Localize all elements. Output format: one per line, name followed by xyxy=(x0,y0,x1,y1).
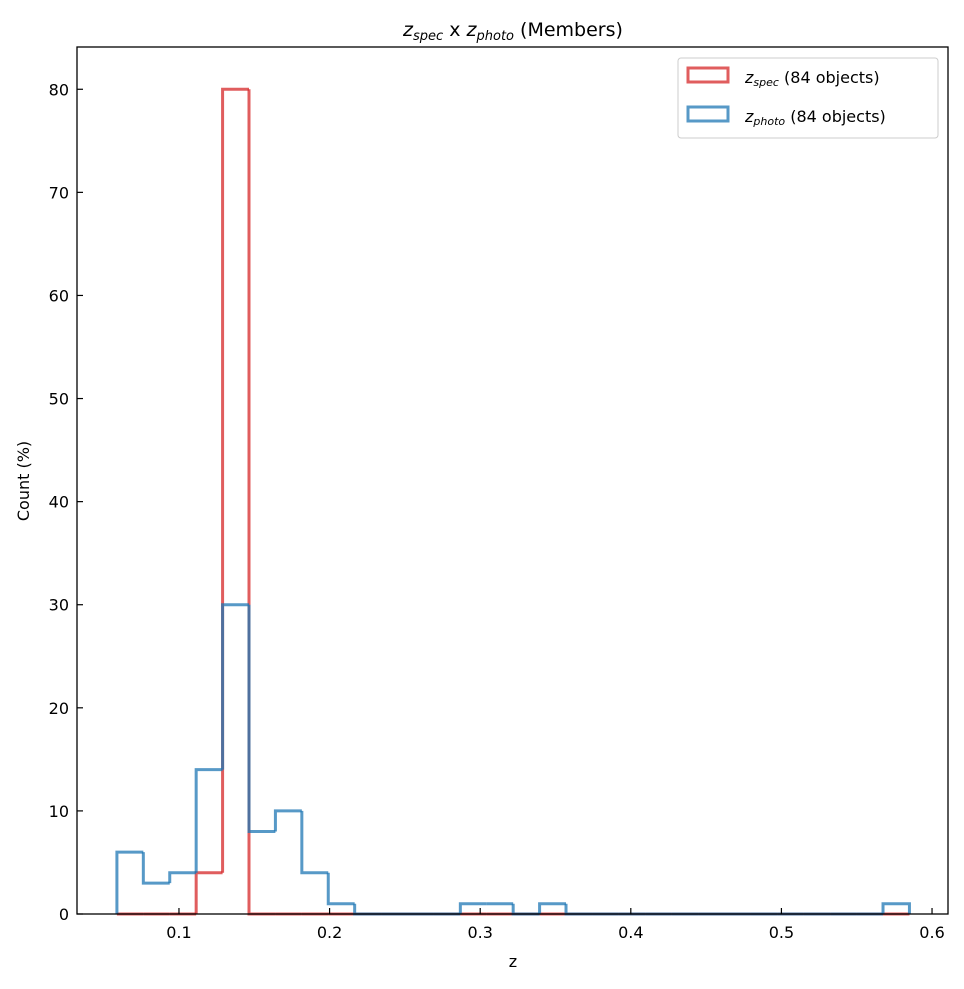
histogram-bin xyxy=(221,603,250,770)
histogram-bin xyxy=(881,902,911,914)
y-tick-label: 80 xyxy=(49,80,69,99)
histogram-bin xyxy=(247,604,276,834)
histogram-bin xyxy=(538,902,567,914)
histogram-bin xyxy=(273,809,302,832)
x-tick-label: 0.1 xyxy=(166,923,191,942)
y-axis-ticks: 0 10 20 30 40 50 60 70 80 xyxy=(49,80,83,924)
legend-swatch-spec xyxy=(686,66,730,84)
y-tick-label: 0 xyxy=(59,905,69,924)
x-tick-label: 0.6 xyxy=(919,923,944,942)
legend-label-spec: zspec (84 objects) xyxy=(744,68,880,89)
x-tick-label: 0.4 xyxy=(618,923,643,942)
y-tick-label: 30 xyxy=(49,596,69,615)
series-photo xyxy=(115,603,911,916)
x-tick-label: 0.2 xyxy=(317,923,342,942)
histogram-bars xyxy=(115,87,911,916)
y-tick-label: 20 xyxy=(49,699,69,718)
histogram-bin xyxy=(326,872,355,906)
histogram-bin xyxy=(458,902,487,914)
chart-title: zspec x zphoto (Members) xyxy=(402,19,623,44)
legend-label-photo: zphoto (84 objects) xyxy=(744,107,886,128)
x-axis-label: z xyxy=(509,952,517,971)
y-tick-label: 10 xyxy=(49,802,69,821)
histogram-bin xyxy=(194,768,223,873)
legend-swatch-photo xyxy=(686,105,730,123)
histogram-bin xyxy=(247,89,276,916)
x-tick-label: 0.3 xyxy=(467,923,492,942)
x-tick-label: 0.5 xyxy=(769,923,794,942)
plot-frame xyxy=(76,46,949,915)
histogram-bin xyxy=(221,87,250,873)
histogram-bin xyxy=(141,852,170,885)
y-tick-label: 60 xyxy=(49,286,69,305)
series-spec xyxy=(116,87,910,916)
histogram-bin xyxy=(511,903,540,916)
histogram-bin xyxy=(353,903,382,916)
y-tick-label: 70 xyxy=(49,183,69,202)
y-tick-label: 40 xyxy=(49,493,69,512)
y-axis-label: Count (%) xyxy=(14,441,33,521)
x-axis-ticks: 0.1 0.2 0.3 0.4 0.5 0.6 xyxy=(166,908,945,942)
histogram-bin xyxy=(564,903,593,916)
legend: zspec (84 objects) zphoto (84 objects) xyxy=(677,57,939,139)
histogram-bin xyxy=(194,871,223,914)
y-tick-label: 50 xyxy=(49,390,69,409)
histogram-bin xyxy=(168,871,197,884)
histogram-bin xyxy=(300,810,329,875)
legend-frame xyxy=(677,57,939,139)
histogram-bin xyxy=(115,850,144,914)
